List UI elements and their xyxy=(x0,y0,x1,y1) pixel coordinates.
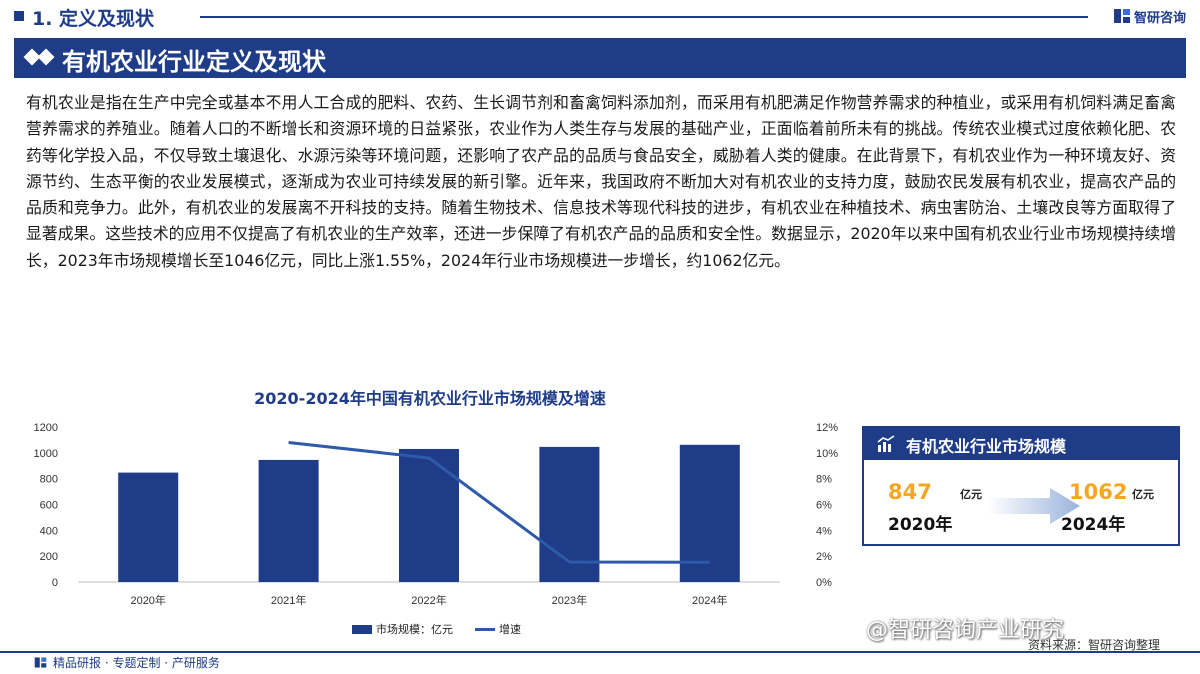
bar xyxy=(679,444,740,582)
x-tick-label: 2020年 xyxy=(130,593,165,607)
header-rule xyxy=(200,16,1088,18)
y-left-tick-label: 0 xyxy=(52,577,58,589)
y-right-tick-label: 2% xyxy=(816,551,832,563)
y-left-tick-label: 800 xyxy=(40,474,58,486)
logo-icon xyxy=(34,657,47,668)
title-band: 有机农业行业定义及现状 xyxy=(14,38,1186,78)
body-paragraph: 有机农业是指在生产中完全或基本不用人工合成的肥料、农药、生长调节剂和畜禽饲料添加… xyxy=(26,93,1176,270)
section-heading: 1. 定义及现状 xyxy=(32,8,155,30)
end-value: 1062 xyxy=(1069,480,1128,504)
y-right-tick-label: 0% xyxy=(816,577,832,589)
diamond-icon xyxy=(37,48,55,66)
y-right-tick-label: 8% xyxy=(816,474,832,486)
y-left-tick-label: 400 xyxy=(40,525,58,537)
x-tick-label: 2023年 xyxy=(552,593,587,607)
chart-title: 2020-2024年中国有机农业行业市场规模及增速 xyxy=(254,389,606,408)
legend-line-swatch xyxy=(475,627,495,631)
x-tick-label: 2024年 xyxy=(692,593,727,607)
footer-slogan: 精品研报 · 专题定制 · 产研服务 xyxy=(53,656,220,670)
watermark-text: @智研咨询产业研究 xyxy=(866,618,1065,643)
start-unit: 亿元 xyxy=(960,488,982,501)
legend-bar-swatch xyxy=(352,624,372,634)
market-size-chart: 0 200 400 600 800 1000 1200 0% 2% 4% 6% 8% 10% 12% 202… xyxy=(34,422,839,607)
source-note: 资料来源：智研咨询整理 xyxy=(1027,638,1160,652)
y-right-tick-label: 4% xyxy=(816,525,832,537)
start-year: 2020年 xyxy=(888,515,953,535)
y-right-tick-label: 12% xyxy=(816,422,838,434)
legend-line-label: 增速 xyxy=(499,623,521,636)
logo-icon xyxy=(1113,9,1130,23)
y-left-tick-label: 600 xyxy=(40,500,58,512)
page-title: 有机农业行业定义及现状 xyxy=(62,48,326,76)
y-right-tick-label: 6% xyxy=(816,500,832,512)
section-marker xyxy=(14,11,24,21)
brand-name: 智研咨询 xyxy=(1133,10,1186,26)
brand-logo: 智研咨询 xyxy=(1113,6,1186,26)
end-unit: 亿元 xyxy=(1132,488,1154,501)
bar xyxy=(399,448,459,582)
y-left-tick-label: 1000 xyxy=(34,448,58,460)
top-bar: 1. 定义及现状 智研咨询 xyxy=(0,0,1200,34)
market-size-card: 有机农业行业市场规模 847 亿元 2020年 1062 亿元 2024年 xyxy=(862,426,1180,546)
y-left-tick-label: 1200 xyxy=(34,422,58,434)
footer-rule xyxy=(0,651,1200,653)
chart-legend: 市场规模：亿元 增速 xyxy=(352,621,521,637)
bar xyxy=(258,459,319,582)
bar xyxy=(539,446,600,582)
legend-bar-label: 市场规模：亿元 xyxy=(376,623,453,636)
x-tick-label: 2021年 xyxy=(271,593,306,607)
y-left-tick-label: 200 xyxy=(40,551,58,563)
bar-chart-icon xyxy=(877,435,895,452)
end-year: 2024年 xyxy=(1061,515,1126,535)
x-tick-label: 2022年 xyxy=(411,593,446,607)
arrow-right-icon xyxy=(988,488,1080,524)
footer: 精品研报 · 专题定制 · 产研服务 xyxy=(34,654,220,671)
y-right-tick-label: 10% xyxy=(816,448,838,460)
card-header: 有机农业行业市场规模 xyxy=(864,428,1178,460)
start-value: 847 xyxy=(888,480,932,504)
growth-line xyxy=(288,441,710,564)
bar xyxy=(118,472,179,582)
card-title: 有机农业行业市场规模 xyxy=(906,437,1067,456)
